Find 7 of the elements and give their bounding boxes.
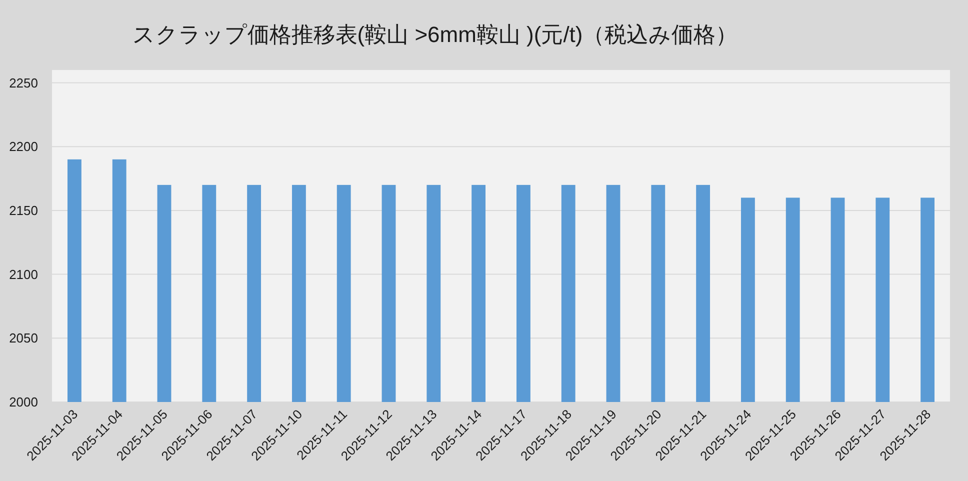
y-tick-label: 2250 — [9, 75, 38, 90]
y-tick-label: 2150 — [9, 202, 38, 218]
y-tick-label: 2200 — [9, 139, 38, 154]
y-tick-label: 2000 — [9, 394, 38, 410]
chart-title: スクラップ価格推移表(鞍山 >6mm鞍山 )(元/t)（税込み価格） — [132, 22, 738, 47]
y-tick-label: 2100 — [9, 266, 38, 282]
y-tick-label: 2050 — [9, 330, 38, 346]
